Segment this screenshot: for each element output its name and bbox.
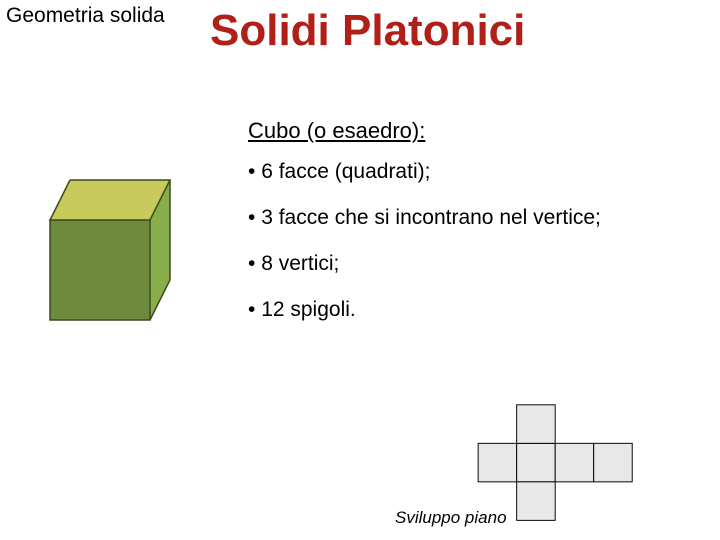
net-square xyxy=(594,443,633,482)
properties-list: 6 facce (quadrati); 3 facce che si incon… xyxy=(248,160,601,344)
net-square xyxy=(478,443,517,482)
list-item: 3 facce che si incontrano nel vertice; xyxy=(248,206,601,230)
cube-front-face xyxy=(50,220,150,320)
list-item: 6 facce (quadrati); xyxy=(248,160,601,184)
net-square xyxy=(517,443,556,482)
net-square xyxy=(517,482,556,521)
page-title: Solidi Platonici xyxy=(210,6,525,56)
net-squares xyxy=(478,405,632,521)
net-square xyxy=(555,443,594,482)
list-item: 8 vertici; xyxy=(248,252,601,276)
topic-label: Geometria solida xyxy=(6,4,165,28)
subtitle: Cubo (o esaedro): xyxy=(248,118,425,144)
list-item: 12 spigoli. xyxy=(248,298,601,322)
net-caption: Sviluppo piano xyxy=(395,508,507,528)
cube-top-face xyxy=(50,180,170,220)
cube-svg xyxy=(30,160,200,330)
net-square xyxy=(517,405,556,444)
cube-illustration xyxy=(30,160,200,330)
